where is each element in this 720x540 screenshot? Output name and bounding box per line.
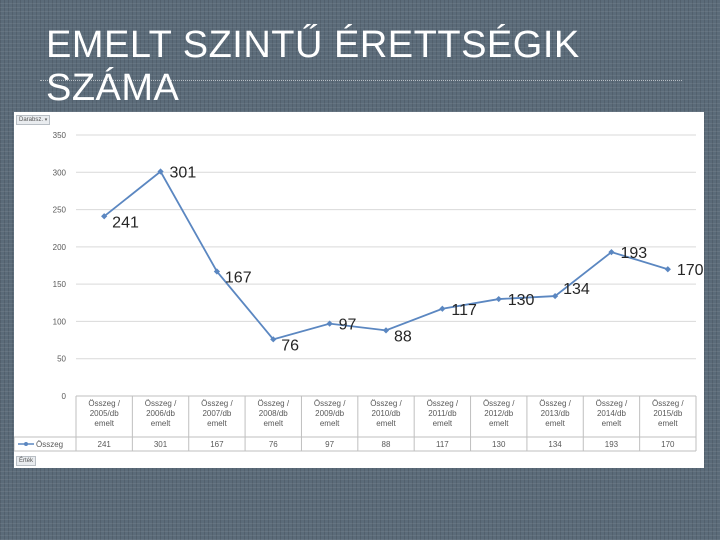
- x-tick-label: Összeg /: [201, 399, 233, 408]
- series-line: [103, 170, 669, 341]
- table-value: 241: [98, 440, 112, 449]
- data-label: 301: [170, 165, 197, 182]
- x-tick-label: 2007/db: [202, 409, 231, 418]
- pivot-field-button-top[interactable]: Darabsz. ▾: [16, 115, 51, 125]
- x-tick-label: 2010/db: [372, 409, 401, 418]
- table-value: 193: [605, 440, 619, 449]
- y-tick-label: 200: [53, 243, 67, 252]
- x-tick-label: Összeg /: [652, 399, 684, 408]
- x-tick-label: emelt: [207, 419, 227, 428]
- y-tick-label: 300: [53, 168, 67, 177]
- y-tick-label: 150: [53, 280, 67, 289]
- table-value: 167: [210, 440, 224, 449]
- data-point: [551, 292, 559, 300]
- x-tick-label: 2008/db: [259, 409, 288, 418]
- x-tick-label: Összeg /: [314, 399, 346, 408]
- title-divider: [40, 80, 682, 81]
- x-tick-label: Összeg /: [596, 399, 628, 408]
- x-tick-label: emelt: [376, 419, 396, 428]
- data-point: [382, 327, 390, 334]
- x-tick-label: emelt: [151, 419, 171, 428]
- x-tick-label: 2006/db: [146, 409, 175, 418]
- x-tick-label: emelt: [433, 419, 453, 428]
- data-label: 130: [508, 292, 535, 309]
- y-tick-label: 250: [53, 206, 67, 215]
- data-label: 97: [339, 317, 357, 334]
- x-tick-label: emelt: [263, 419, 283, 428]
- x-tick-label: Összeg /: [427, 399, 459, 408]
- data-label: 167: [225, 269, 252, 286]
- legend-marker: [24, 442, 28, 446]
- table-value: 134: [548, 440, 562, 449]
- data-label: 241: [112, 214, 139, 231]
- x-tick-label: 2013/db: [541, 409, 570, 418]
- data-point: [664, 266, 671, 273]
- y-tick-label: 100: [53, 317, 67, 326]
- data-point: [495, 295, 502, 303]
- x-tick-label: Összeg /: [257, 399, 289, 408]
- table-value: 97: [325, 440, 334, 449]
- pivot-field-label-bottom: Érték: [19, 458, 34, 464]
- y-tick-label: 0: [62, 392, 67, 401]
- table-value: 130: [492, 440, 506, 449]
- slide-title: EMELT SZINTŰ ÉRETTSÉGIK SZÁMA: [46, 24, 580, 109]
- x-tick-label: 2014/db: [597, 409, 626, 418]
- x-tick-label: emelt: [489, 419, 509, 428]
- y-tick-label: 50: [57, 355, 66, 364]
- x-tick-label: Összeg /: [539, 399, 571, 408]
- x-tick-label: 2012/db: [484, 409, 513, 418]
- x-tick-label: emelt: [545, 419, 565, 428]
- filter-dropdown-icon: ▾: [44, 117, 48, 123]
- x-tick-label: emelt: [602, 419, 622, 428]
- table-value: 88: [382, 440, 391, 449]
- pivot-field-label-top: Darabsz.: [19, 117, 44, 123]
- data-label: 117: [451, 302, 477, 319]
- data-label: 193: [620, 245, 647, 262]
- x-tick-label: Összeg /: [145, 399, 177, 408]
- x-tick-label: emelt: [658, 419, 678, 428]
- x-tick-label: 2011/db: [428, 409, 457, 418]
- pivot-field-button-bottom[interactable]: Érték: [16, 456, 37, 466]
- table-value: 170: [661, 440, 675, 449]
- x-tick-label: 2015/db: [653, 409, 682, 418]
- x-tick-label: 2009/db: [315, 409, 344, 418]
- data-label: 88: [394, 328, 412, 345]
- x-tick-label: 2005/db: [90, 409, 119, 418]
- x-tick-label: Összeg /: [483, 399, 515, 408]
- y-tick-label: 350: [53, 131, 67, 140]
- table-value: 117: [436, 440, 449, 449]
- chart-panel: Darabsz. ▾ Érték 0 50 100 150 200 250 300 350 Ös…: [14, 112, 704, 468]
- data-label: 170: [677, 262, 704, 279]
- legend-label: Összeg: [36, 440, 63, 449]
- x-tick-label: Összeg /: [370, 399, 402, 408]
- data-label: 76: [281, 337, 299, 354]
- table-value: 76: [269, 440, 278, 449]
- x-tick-label: emelt: [320, 419, 340, 428]
- x-tick-label: Összeg /: [88, 399, 120, 408]
- data-point: [439, 305, 446, 312]
- x-tick-label: emelt: [94, 419, 114, 428]
- data-label: 134: [563, 281, 590, 298]
- table-value: 301: [154, 440, 168, 449]
